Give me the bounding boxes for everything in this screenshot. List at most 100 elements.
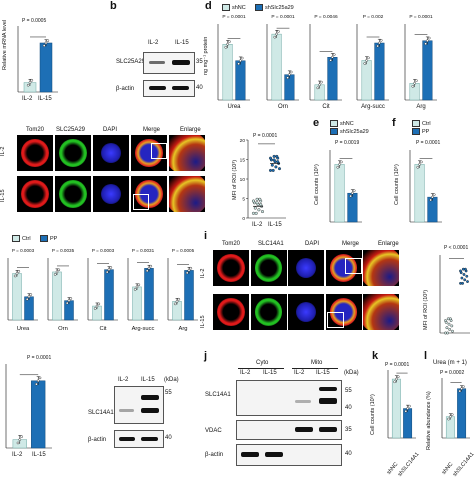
data-point [177,297,181,301]
panel-b-loading-label: β-actin [116,86,135,92]
cell-signal [254,254,283,282]
data-point [408,404,411,408]
microscopy-image [17,176,53,212]
data-point [288,73,291,76]
data-point [393,380,396,384]
cell-signal [363,250,399,286]
data-point [97,302,101,306]
panel-b-blot-actin [143,80,195,97]
data-point [29,293,33,296]
panel-b-header-il2: IL-2 [148,40,159,46]
band [319,427,337,432]
microscopy-image [363,250,399,286]
microscopy-image [250,294,287,330]
panel-label-j: j [204,350,208,362]
data-point [255,201,259,205]
panel-label-e: e [313,117,320,129]
j-blot-vdac [236,420,342,440]
data-point [93,307,97,310]
data-point [261,210,265,214]
data-point [145,269,149,273]
y-tick-label: 10 [240,177,246,183]
band [119,409,134,412]
microscopy-image [213,250,249,286]
data-point [426,39,429,43]
panel-label-l: l [424,350,428,362]
data-point [237,62,240,66]
data-point [447,322,451,326]
data-point [352,189,356,192]
cell-signal [59,139,87,167]
j-mw: 55 [345,388,352,394]
data-point [451,329,454,333]
data-point [286,76,289,80]
band [149,86,166,90]
panel-l-pvalue: P = 0.0002 [440,370,465,376]
panel-a-pvalue: P = 0.0005 [22,18,47,24]
microscopy-image [325,294,362,330]
data-point [415,79,418,82]
bottom-left-pvalue: P = 0.0001 [27,355,52,361]
data-point [431,195,434,199]
data-point [450,324,454,328]
data-point [270,163,274,167]
j-group-mito: Mito [311,360,323,366]
microscopy-image [169,176,205,212]
band [149,61,165,64]
panel-h-legend1: Ctrl [12,235,31,242]
bottom-left-xtick: IL-15 [32,452,46,458]
blot-bl-loading: β-actin [88,437,107,443]
microscopy-image [55,176,91,212]
channel-label: Enlarge [180,127,201,133]
data-point [35,382,38,386]
panel-d-pvalue: P = 0.0001 [271,14,295,20]
blot-bl-slc14a1 [114,386,164,424]
microscopy-image [325,250,362,286]
data-point [340,160,343,164]
panel-a-plot [17,26,58,93]
data-point [36,379,40,383]
data-point [406,407,409,410]
data-point [445,326,449,330]
data-point [316,86,320,90]
panel-k-pvalue: P = 0.0001 [385,362,410,368]
data-point [331,55,334,59]
data-point [396,375,400,378]
data-point [351,191,354,195]
panel-f-legend2: PP [412,128,429,135]
panel-e-plot [329,150,362,223]
data-point [461,281,464,285]
data-point [465,274,469,278]
band [265,452,283,457]
j-lane: IL-2 [240,370,251,376]
channel-label: Tom20 [26,127,45,133]
data-point [272,158,276,162]
data-point [224,46,228,49]
microscopy-image [363,294,399,330]
j-lane: IL-15 [263,370,277,376]
band [241,452,259,457]
roi-box [327,312,344,329]
panel-d-legend-shnc: shNC [222,4,246,11]
data-point [320,80,323,84]
data-point [446,331,449,335]
data-point [395,377,398,381]
data-point [65,301,69,305]
data-point [420,160,423,164]
data-point [338,163,341,166]
data-point [336,165,340,169]
cell-signal [100,183,122,205]
y-tick-label: 20 [240,138,246,144]
data-point [271,168,275,172]
data-point [448,328,452,331]
band [119,437,135,441]
data-point [363,62,367,65]
microscopy-image [288,294,324,330]
panel-label-f: f [392,117,396,129]
mfi-top-xtick: IL-2 [252,222,263,228]
microscopy-image [55,135,91,171]
data-point [466,280,469,283]
panel-h-pvalue: P = 0.0035 [52,248,75,253]
